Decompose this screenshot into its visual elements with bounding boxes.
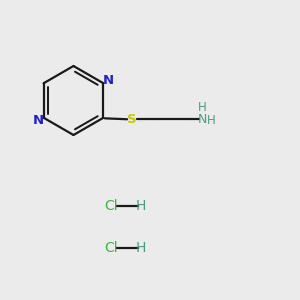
Text: N: N — [198, 113, 207, 126]
Text: N: N — [33, 114, 44, 127]
Text: N: N — [103, 74, 114, 87]
Text: S: S — [127, 113, 137, 126]
Text: H: H — [198, 101, 207, 114]
Text: H: H — [136, 199, 146, 212]
Text: H: H — [207, 114, 216, 127]
Text: H: H — [136, 241, 146, 254]
Text: Cl: Cl — [104, 241, 118, 254]
Text: Cl: Cl — [104, 199, 118, 212]
